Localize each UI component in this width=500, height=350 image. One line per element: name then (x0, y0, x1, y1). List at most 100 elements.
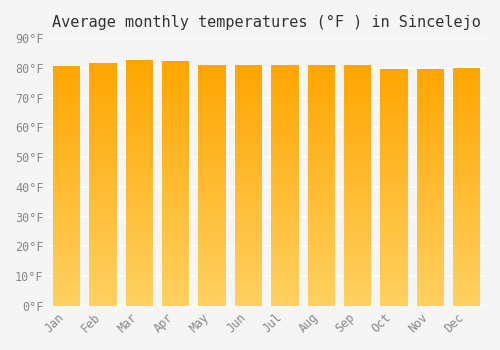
Bar (126, 104, 153, 107)
Bar (126, 261, 153, 264)
Bar (235, 174, 262, 176)
Bar (453, 173, 480, 175)
Bar (417, 289, 444, 292)
Bar (344, 239, 372, 241)
Bar (235, 217, 262, 219)
Bar (235, 296, 262, 299)
Bar (53, 208, 80, 210)
Bar (162, 191, 190, 193)
Bar (126, 299, 153, 301)
Bar (417, 254, 444, 256)
Bar (126, 131, 153, 134)
Bar (162, 156, 190, 159)
Bar (380, 280, 407, 282)
Bar (380, 145, 407, 147)
Bar (308, 282, 335, 284)
Bar (235, 169, 262, 171)
Bar (198, 289, 226, 291)
Bar (308, 188, 335, 190)
Bar (162, 245, 190, 247)
Bar (271, 226, 298, 229)
Bar (380, 166, 407, 168)
Bar (90, 231, 117, 233)
Bar (162, 279, 190, 281)
Bar (53, 186, 80, 188)
Bar (126, 289, 153, 291)
Bar (271, 267, 298, 270)
Bar (417, 135, 444, 138)
Bar (417, 161, 444, 163)
Bar (344, 243, 372, 246)
Bar (308, 87, 335, 90)
Bar (126, 68, 153, 70)
Bar (162, 254, 190, 257)
Bar (162, 262, 190, 264)
Bar (453, 134, 480, 136)
Bar (271, 89, 298, 91)
Bar (308, 217, 335, 219)
Bar (198, 296, 226, 299)
Bar (162, 147, 190, 149)
Bar (271, 127, 298, 130)
Bar (453, 303, 480, 306)
Bar (417, 266, 444, 268)
Bar (271, 204, 298, 207)
Bar (126, 286, 153, 289)
Bar (344, 275, 372, 277)
Bar (53, 138, 80, 140)
Bar (453, 127, 480, 130)
Bar (453, 141, 480, 144)
Bar (417, 111, 444, 114)
Bar (380, 209, 407, 211)
Bar (380, 289, 407, 292)
Bar (308, 133, 335, 135)
Bar (90, 85, 117, 87)
Bar (344, 174, 372, 176)
Bar (162, 301, 190, 303)
Bar (235, 292, 262, 294)
Bar (126, 247, 153, 249)
Bar (453, 132, 480, 134)
Bar (308, 174, 335, 176)
Bar (90, 124, 117, 126)
Bar (235, 104, 262, 106)
Bar (344, 231, 372, 234)
Bar (380, 190, 407, 192)
Bar (126, 70, 153, 72)
Bar (126, 276, 153, 279)
Bar (126, 102, 153, 104)
Bar (53, 145, 80, 148)
Bar (344, 70, 372, 73)
Bar (198, 255, 226, 258)
Bar (308, 113, 335, 116)
Bar (271, 108, 298, 111)
Bar (271, 115, 298, 118)
Bar (308, 80, 335, 82)
Bar (271, 243, 298, 245)
Bar (417, 123, 444, 126)
Bar (235, 75, 262, 77)
Bar (126, 173, 153, 176)
Bar (53, 279, 80, 282)
Bar (271, 125, 298, 127)
Bar (380, 258, 407, 261)
Bar (417, 258, 444, 261)
Bar (380, 244, 407, 246)
Bar (344, 128, 372, 131)
Bar (380, 116, 407, 119)
Bar (235, 241, 262, 243)
Bar (417, 235, 444, 237)
Bar (308, 190, 335, 193)
Bar (308, 299, 335, 301)
Bar (90, 182, 117, 184)
Bar (417, 178, 444, 180)
Bar (198, 267, 226, 270)
Bar (162, 78, 190, 80)
Bar (235, 90, 262, 92)
Bar (417, 301, 444, 303)
Bar (235, 272, 262, 275)
Bar (308, 109, 335, 111)
Bar (453, 139, 480, 141)
Bar (308, 167, 335, 169)
Bar (271, 183, 298, 185)
